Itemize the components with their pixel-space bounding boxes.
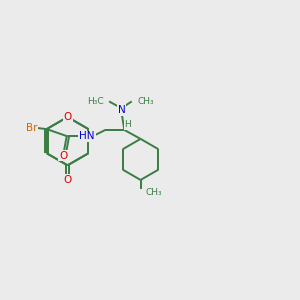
Text: N: N	[118, 105, 125, 115]
Text: CH₃: CH₃	[137, 97, 154, 106]
Text: H: H	[124, 120, 131, 129]
Text: O: O	[63, 175, 72, 185]
Text: Br: Br	[26, 123, 37, 133]
Text: CH₃: CH₃	[146, 188, 163, 197]
Text: H₃C: H₃C	[87, 97, 104, 106]
Text: O: O	[59, 151, 68, 160]
Text: HN: HN	[79, 131, 95, 142]
Text: O: O	[63, 112, 72, 122]
